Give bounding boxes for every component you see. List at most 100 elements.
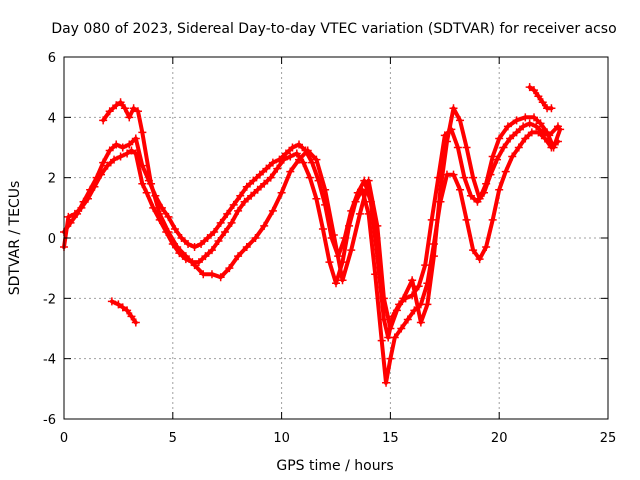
data-point xyxy=(469,173,478,182)
x-tick-label: 0 xyxy=(60,431,68,446)
x-tick-label: 25 xyxy=(600,431,617,446)
data-point xyxy=(384,333,393,342)
data-point xyxy=(536,119,545,128)
data-point xyxy=(164,227,173,236)
data-point xyxy=(127,312,136,321)
data-point xyxy=(549,143,558,152)
data-point xyxy=(142,188,151,197)
data-point xyxy=(453,143,462,152)
data-point xyxy=(105,107,114,116)
y-tick-label: -6 xyxy=(43,413,56,428)
data-point xyxy=(73,209,82,218)
data-point xyxy=(227,218,236,227)
data-point xyxy=(499,143,508,152)
data-point xyxy=(456,116,465,125)
data-point xyxy=(538,98,547,107)
data-point xyxy=(64,212,73,221)
data-point xyxy=(112,140,121,149)
axis-ticks: 0 5 10 15 20 25 -6 -4 -2 0 2 4 6 xyxy=(43,51,616,446)
data-point xyxy=(312,194,321,203)
x-tick-label: 10 xyxy=(273,431,290,446)
data-point xyxy=(534,92,543,101)
data-point xyxy=(110,155,119,164)
data-point xyxy=(207,246,216,255)
data-point xyxy=(521,113,530,122)
data-point xyxy=(138,161,147,170)
data-point xyxy=(286,152,295,161)
data-point xyxy=(514,143,523,152)
data-point xyxy=(221,227,230,236)
data-point xyxy=(125,113,134,122)
data-point xyxy=(392,306,401,315)
data-point xyxy=(277,188,286,197)
data-point xyxy=(105,146,114,155)
data-point xyxy=(449,104,458,113)
data-point xyxy=(251,234,260,242)
data-point xyxy=(456,185,465,194)
data-point xyxy=(275,155,284,164)
data-point xyxy=(423,300,432,309)
data-point xyxy=(216,218,225,227)
data-point xyxy=(201,252,210,261)
data-point xyxy=(403,315,412,324)
data-point xyxy=(482,243,491,252)
data-point xyxy=(286,167,295,176)
data-point xyxy=(460,173,469,182)
data-point xyxy=(229,200,238,209)
data-point xyxy=(249,176,258,185)
data-point xyxy=(116,98,125,107)
data-point xyxy=(295,155,304,164)
data-point xyxy=(268,158,277,167)
y-tick-label: 0 xyxy=(48,232,56,247)
data-point xyxy=(416,318,425,327)
data-point xyxy=(347,246,356,255)
data-point xyxy=(308,158,317,167)
data-point xyxy=(173,243,182,252)
data-point xyxy=(495,185,504,194)
data-point xyxy=(234,206,243,215)
data-point xyxy=(436,185,445,194)
data-point xyxy=(164,212,173,221)
data-point xyxy=(155,209,164,218)
data-point xyxy=(125,140,134,149)
data-point xyxy=(488,152,497,161)
series-0 xyxy=(60,128,562,387)
data-point xyxy=(353,188,362,197)
data-point xyxy=(399,294,408,303)
data-point xyxy=(530,113,539,122)
data-point xyxy=(340,234,349,242)
data-point xyxy=(519,122,528,131)
data-point xyxy=(462,215,471,224)
data-point xyxy=(508,152,517,161)
data-point xyxy=(364,176,373,185)
data-point xyxy=(386,324,395,333)
data-point xyxy=(295,140,304,149)
data-point xyxy=(501,167,510,176)
data-point xyxy=(123,306,132,315)
data-point xyxy=(521,134,530,143)
data-point xyxy=(116,152,125,161)
series-4 xyxy=(525,83,556,113)
data-point xyxy=(120,104,129,113)
data-point xyxy=(92,173,101,182)
data-point xyxy=(184,240,193,249)
data-series xyxy=(60,83,565,387)
series-3 xyxy=(107,297,140,327)
data-point xyxy=(66,218,75,227)
grid-lines xyxy=(64,57,608,419)
data-point xyxy=(118,143,127,152)
data-point xyxy=(242,243,251,252)
data-point xyxy=(530,86,539,95)
y-tick-label: 6 xyxy=(48,51,56,66)
data-point xyxy=(266,173,275,182)
data-point xyxy=(325,258,334,267)
data-point xyxy=(292,149,301,158)
series-trace xyxy=(101,100,563,331)
y-axis-label: SDTVAR / TECUs xyxy=(7,181,23,296)
data-point xyxy=(216,273,225,282)
data-point xyxy=(242,182,251,191)
data-point xyxy=(225,264,234,273)
data-point xyxy=(303,146,312,155)
data-point xyxy=(103,161,112,170)
